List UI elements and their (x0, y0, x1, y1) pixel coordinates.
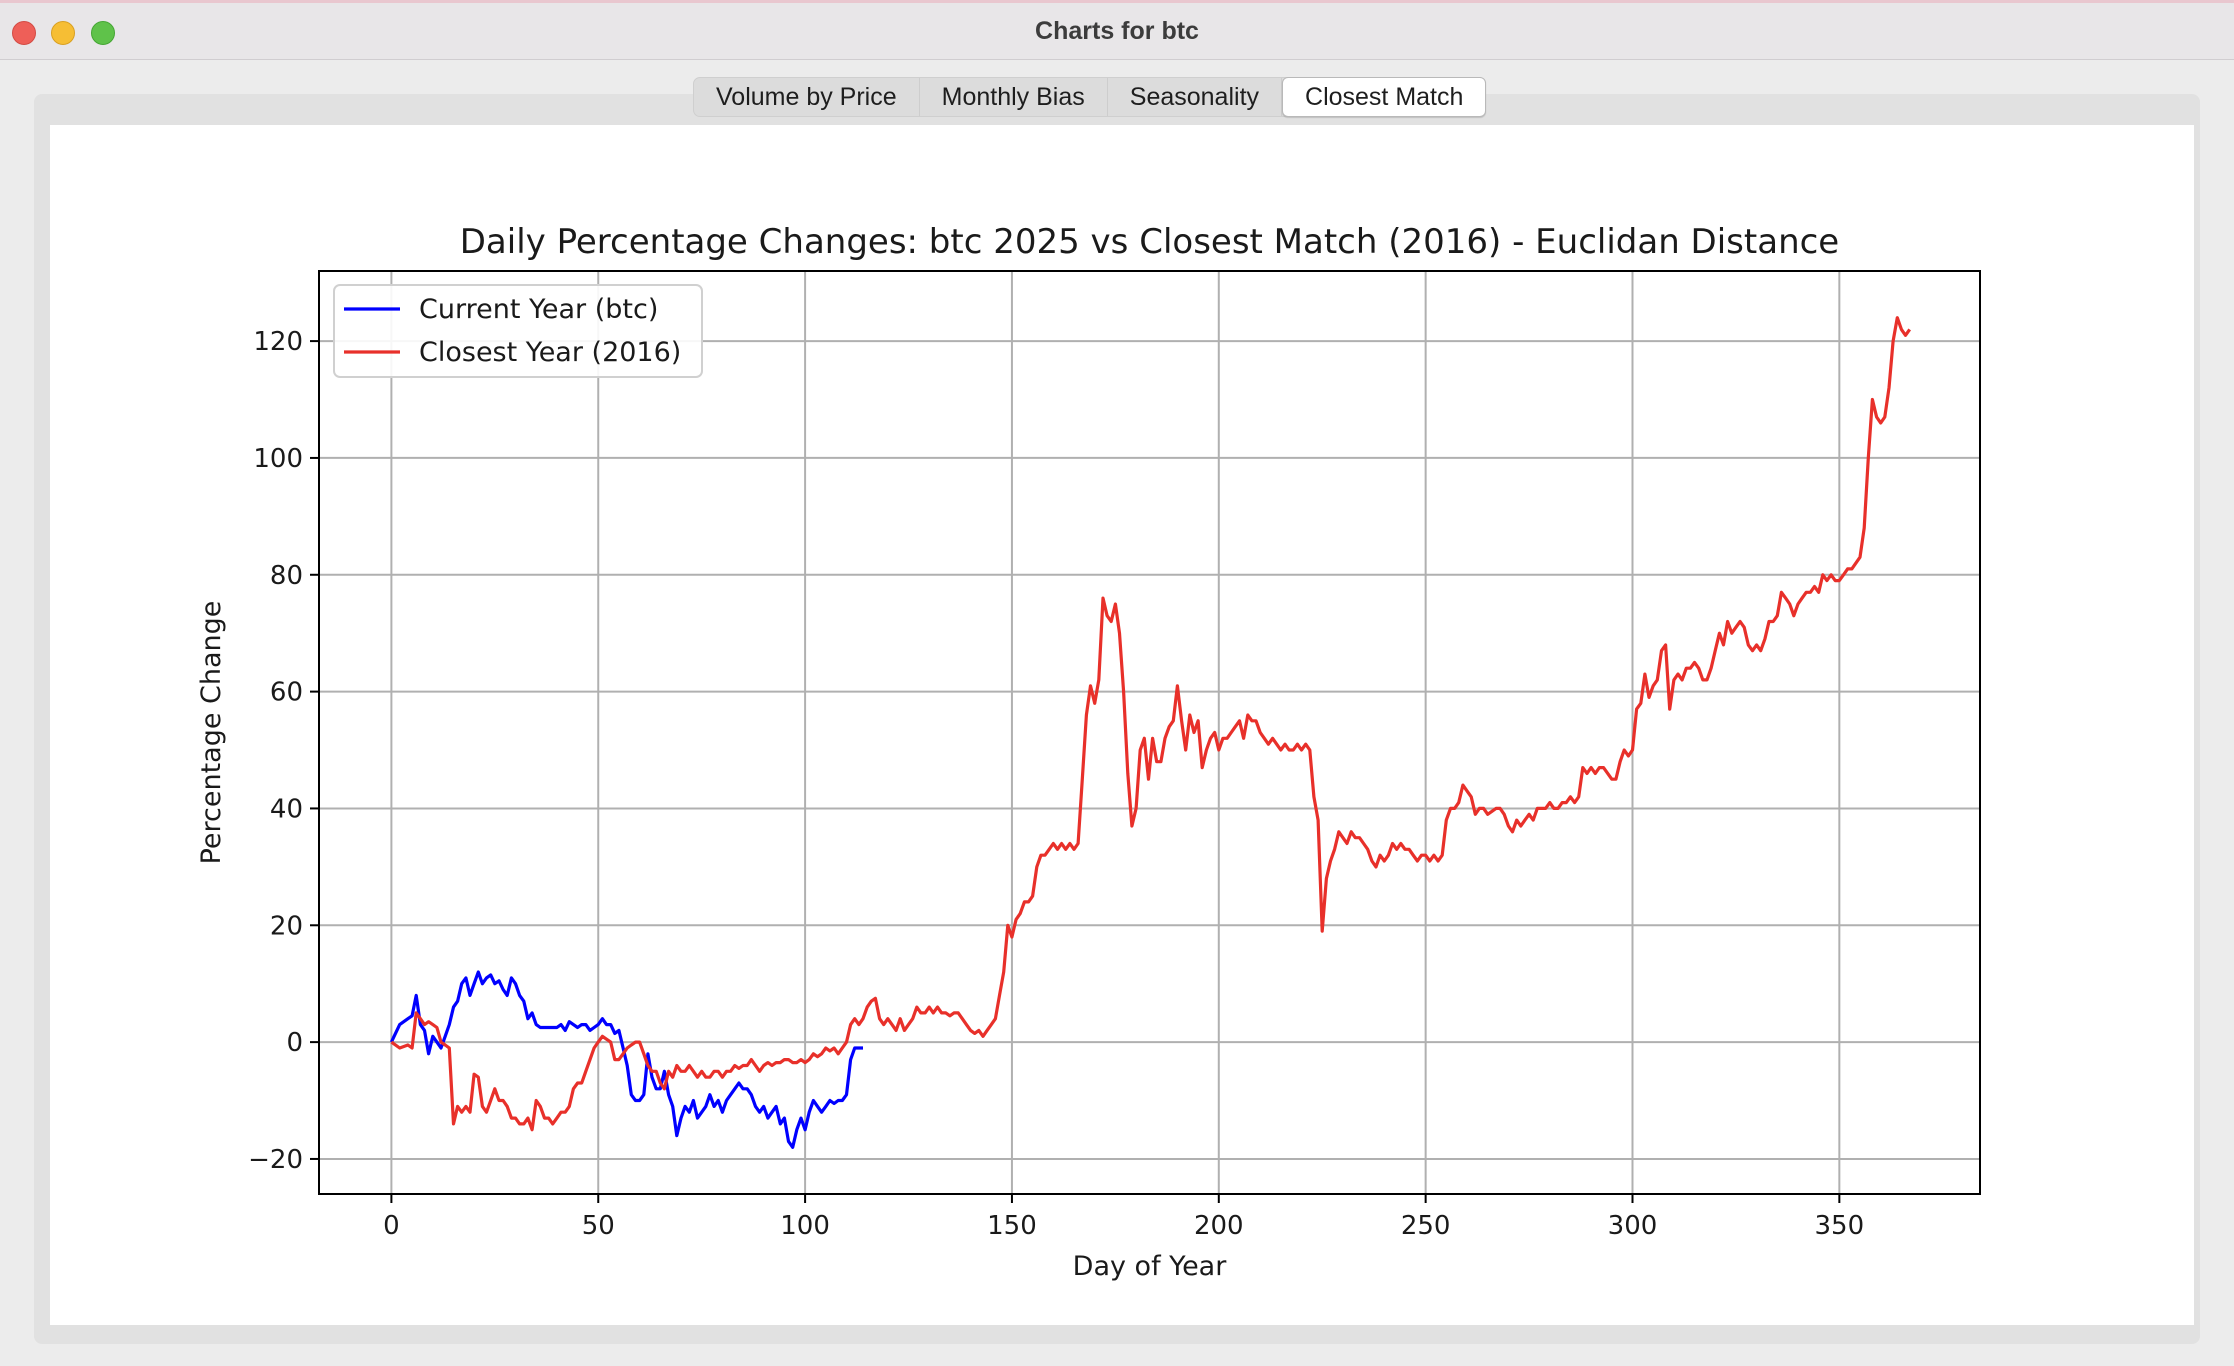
close-window-button[interactable] (12, 21, 36, 45)
x-tick-label: 150 (987, 1211, 1037, 1241)
window-title: Charts for btc (1035, 17, 1199, 45)
series-line-1 (389, 970, 863, 1149)
y-tick-label: 80 (270, 561, 303, 591)
legend-label: Current Year (btc) (419, 294, 658, 325)
plot-frame (318, 270, 1981, 1195)
y-tick-label: 120 (253, 327, 303, 357)
zoom-window-button[interactable] (91, 21, 115, 45)
y-tick-label: 0 (286, 1028, 303, 1058)
x-tick-label: 250 (1401, 1211, 1451, 1241)
x-tick-label: 100 (780, 1211, 830, 1241)
tab-bar: Volume by Price Monthly Bias Seasonality… (693, 77, 1487, 117)
y-axis-label: Percentage Change (196, 601, 227, 865)
title-bar: Charts for btc (0, 0, 2234, 60)
x-axis-label: Day of Year (1073, 1251, 1228, 1282)
x-tick-label: 300 (1608, 1211, 1658, 1241)
series-line-2 (390, 316, 1912, 1132)
x-tick-label: 50 (582, 1211, 615, 1241)
legend-label: Closest Year (2016) (419, 337, 681, 368)
tab-volume-by-price[interactable]: Volume by Price (694, 78, 920, 116)
chart-canvas: 0 50 100 150 200 250 300 350 −20 0 20 40 60 80 100 120 … (50, 125, 2194, 1325)
legend: Current Year (btc) Closest Year (2016) (333, 284, 703, 378)
chart-title: Daily Percentage Changes: btc 2025 vs Cl… (460, 222, 1839, 262)
x-tick-label: 200 (1194, 1211, 1244, 1241)
minimize-window-button[interactable] (51, 21, 75, 45)
x-tick-label: 350 (1815, 1211, 1865, 1241)
x-tick-label: 0 (383, 1211, 400, 1241)
y-tick-label: 60 (270, 678, 303, 708)
tab-monthly-bias[interactable]: Monthly Bias (920, 78, 1108, 116)
chart-svg: 0 50 100 150 200 250 300 350−20020406080100120 … (196, 222, 1981, 1282)
y-tick-label: 20 (270, 911, 303, 941)
tab-seasonality[interactable]: Seasonality (1108, 78, 1283, 116)
y-tick-label: 100 (253, 444, 303, 474)
y-tick-label: 40 (270, 794, 303, 824)
y-tick-label: −20 (248, 1145, 303, 1175)
legend-box (333, 284, 703, 378)
tab-closest-match[interactable]: Closest Match (1282, 77, 1487, 117)
